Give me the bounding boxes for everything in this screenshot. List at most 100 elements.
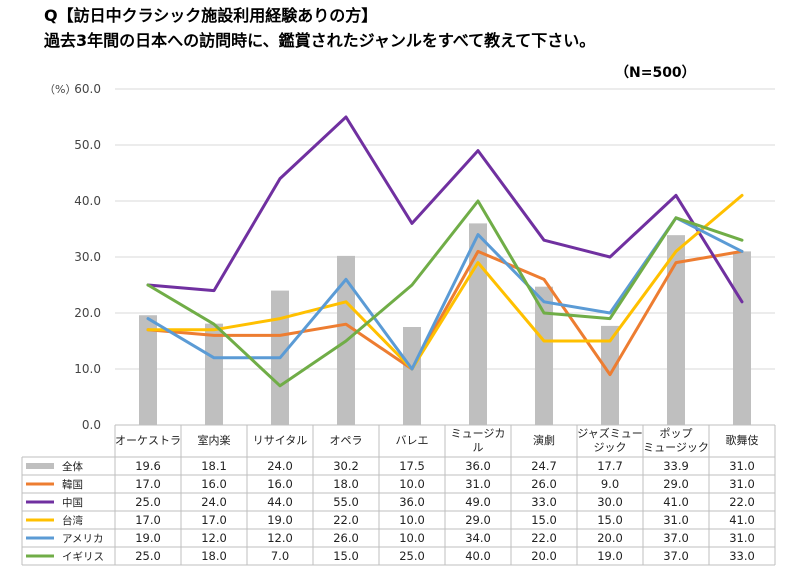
lines-layer: [146, 115, 744, 388]
table-cell: 33.0: [729, 549, 755, 563]
category-label: ジャズミュー: [577, 426, 642, 440]
table-cell: 22.0: [531, 531, 557, 545]
y-axis: 0.0 10.0 20.0 30.0 40.0 50.0 60.0: [74, 82, 101, 432]
table-cell: 26.0: [333, 531, 359, 545]
series-line-台湾: [146, 193, 744, 371]
table-cell: 15.0: [531, 513, 557, 527]
table-cell: 25.0: [135, 495, 161, 509]
table-cell: 17.7: [597, 459, 623, 473]
question-title: Q【訪日中クラシック施設利用経験ありの方】: [44, 6, 378, 25]
table-cell: 29.0: [663, 477, 689, 491]
legend-label: 中国: [62, 496, 83, 509]
category-label: バレエ: [396, 434, 429, 447]
category-label: ミュージカ: [451, 427, 506, 440]
category-label: ル: [473, 441, 484, 454]
table-cell: 15.0: [597, 513, 623, 527]
bar: [535, 286, 553, 425]
bar: [469, 223, 487, 425]
table-cell: 16.0: [267, 477, 293, 491]
table-cell: 31.0: [729, 531, 755, 545]
table-cell: 34.0: [465, 531, 491, 545]
table-cell: 31.0: [663, 513, 689, 527]
table-cell: 19.0: [267, 513, 293, 527]
table-cell: 25.0: [399, 549, 425, 563]
series-line-イギリス: [146, 199, 744, 388]
legend-key-全体: [26, 463, 54, 469]
table-cell: 40.0: [465, 549, 491, 563]
table-cell: 30.2: [333, 459, 359, 473]
table-cell: 10.0: [399, 477, 425, 491]
table-cell: 16.0: [201, 477, 227, 491]
legend-label: 全体: [62, 460, 83, 473]
table-cell: 37.0: [663, 531, 689, 545]
category-label: 歌舞伎: [726, 433, 759, 447]
category-label: 室内楽: [198, 433, 231, 447]
bar: [403, 327, 421, 425]
legend-label: 台湾: [62, 514, 83, 527]
table-cell: 49.0: [465, 495, 491, 509]
table-cell: 15.0: [333, 549, 359, 563]
table-cell: 17.0: [201, 513, 227, 527]
table-cell: 41.0: [729, 513, 755, 527]
table-cell: 19.0: [135, 531, 161, 545]
table-cell: 30.0: [597, 495, 623, 509]
table-cell: 55.0: [333, 495, 359, 509]
table-cell: 24.7: [531, 459, 557, 473]
table-cell: 12.0: [201, 531, 227, 545]
table-cell: 12.0: [267, 531, 293, 545]
table-cell: 33.0: [531, 495, 557, 509]
table-cell: 31.0: [729, 459, 755, 473]
bar: [139, 315, 157, 425]
table-cell: 24.0: [201, 495, 227, 509]
table-cell: 31.0: [729, 477, 755, 491]
table-cell: 20.0: [531, 549, 557, 563]
table-cell: 36.0: [465, 459, 491, 473]
table-cell: 29.0: [465, 513, 491, 527]
y-tick-label: 10.0: [74, 362, 101, 376]
legend-label: アメリカ: [62, 533, 103, 545]
table-cell: 37.0: [663, 549, 689, 563]
bars-layer: [139, 223, 751, 425]
question-text: 過去3年間の日本への訪問時に、鑑賞されたジャンルをすべて教えて下さい。: [44, 31, 596, 50]
category-label: リサイタル: [253, 434, 308, 447]
table-cell: 25.0: [135, 549, 161, 563]
table-cell: 19.0: [597, 549, 623, 563]
y-tick-label: 30.0: [74, 250, 101, 264]
category-label: ジック: [594, 441, 627, 454]
category-label: ポップ: [660, 427, 693, 440]
table-cell: 17.0: [135, 477, 161, 491]
series-line-アメリカ: [146, 216, 744, 371]
table-cell: 22.0: [729, 495, 755, 509]
y-tick-label: 0.0: [82, 418, 101, 432]
sample-size-label: （N=500）: [615, 65, 696, 81]
y-tick-label: 60.0: [74, 82, 101, 96]
series-line-韓国: [146, 249, 744, 377]
legend-label: イギリス: [62, 551, 104, 563]
category-label: ミュージック: [643, 441, 709, 454]
table-cell: 10.0: [399, 513, 425, 527]
table-cell: 10.0: [399, 531, 425, 545]
table-cell: 18.1: [201, 459, 227, 473]
legend-label: 韓国: [62, 479, 83, 491]
table-cell: 41.0: [663, 495, 689, 509]
y-tick-label: 50.0: [74, 138, 101, 152]
table-cell: 36.0: [399, 495, 425, 509]
table-cell: 18.0: [201, 549, 227, 563]
table-cell: 22.0: [333, 513, 359, 527]
y-axis-unit-label: （%）: [44, 83, 76, 96]
table-cell: 7.0: [271, 549, 289, 563]
table-cell: 17.0: [135, 513, 161, 527]
bar: [667, 235, 685, 425]
y-tick-label: 20.0: [74, 306, 101, 320]
table-cell: 20.0: [597, 531, 623, 545]
table-cell: 18.0: [333, 477, 359, 491]
table-cell: 31.0: [465, 477, 491, 491]
category-label: 演劇: [533, 433, 555, 447]
series-line-中国: [146, 115, 744, 304]
y-tick-label: 40.0: [74, 194, 101, 208]
table-cell: 19.6: [135, 459, 161, 473]
bar: [733, 251, 751, 425]
bar: [205, 323, 223, 425]
